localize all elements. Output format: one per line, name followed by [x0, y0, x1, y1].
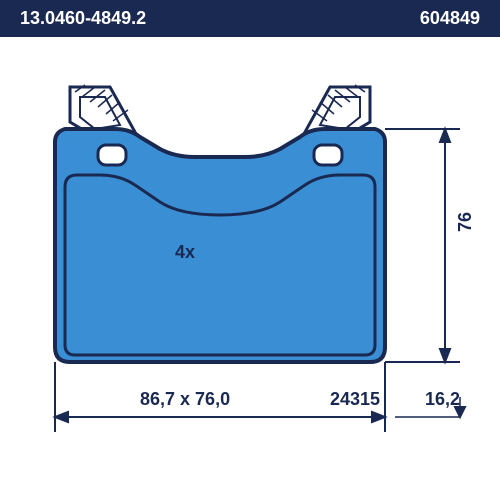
thickness-label: 16,2 — [425, 389, 460, 410]
part-code: 604849 — [420, 8, 480, 29]
height-dimension: 76 — [455, 212, 476, 232]
dimensions-label: 86,7 x 76,0 — [140, 389, 230, 410]
reference-number: 24315 — [330, 389, 380, 410]
diagram-canvas: 4x 76 86,7 x 76,0 24315 16,2 — [0, 37, 500, 497]
brake-pad-shape — [55, 85, 385, 362]
part-number: 13.0460-4849.2 — [20, 8, 146, 29]
brake-pad-diagram — [0, 37, 500, 497]
header-bar: 13.0460-4849.2 604849 — [0, 0, 500, 37]
quantity-label: 4x — [175, 242, 195, 263]
